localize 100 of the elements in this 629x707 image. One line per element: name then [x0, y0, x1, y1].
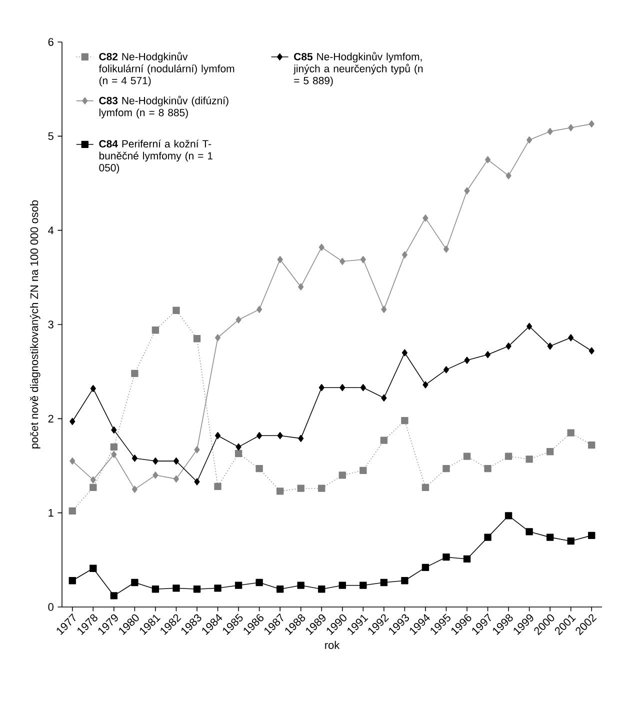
point — [90, 484, 97, 491]
legend-label: C83 Ne-Hodgkinův (difúzní) lymfom (n = 8 885) — [99, 96, 228, 118]
y-tick-label: 6 — [48, 38, 54, 46]
point — [381, 394, 387, 402]
point — [276, 488, 284, 495]
point — [463, 555, 471, 563]
point — [318, 384, 324, 392]
y-tick-label: 4 — [48, 226, 54, 234]
point — [422, 564, 430, 572]
point — [588, 441, 596, 449]
point — [547, 128, 553, 136]
point — [360, 256, 366, 264]
legend-label: C84 Periferní a kožní T-buněčné lymfomy (n = 1 050) — [99, 140, 212, 174]
point — [236, 316, 242, 324]
point — [152, 586, 160, 593]
point — [506, 172, 512, 180]
y-tick-label: 1 — [48, 509, 54, 517]
point — [256, 464, 263, 472]
point — [298, 434, 304, 442]
point — [256, 306, 262, 314]
point — [131, 370, 138, 378]
point — [506, 342, 512, 350]
point — [402, 251, 408, 258]
point — [401, 577, 408, 584]
point — [131, 578, 138, 586]
point — [298, 283, 304, 290]
point — [340, 258, 346, 265]
point — [588, 347, 594, 354]
point — [277, 256, 283, 264]
point — [297, 484, 304, 492]
point — [276, 586, 284, 593]
point — [526, 322, 532, 330]
point — [318, 484, 326, 492]
point — [380, 578, 388, 586]
point — [111, 426, 117, 434]
point — [256, 578, 263, 586]
point — [193, 586, 201, 593]
point — [526, 456, 533, 463]
point — [568, 334, 574, 342]
point — [152, 472, 158, 479]
point — [464, 356, 470, 364]
point — [214, 482, 222, 490]
point — [214, 432, 221, 440]
point — [234, 450, 242, 458]
point — [234, 582, 242, 589]
point — [588, 532, 596, 540]
point — [463, 452, 471, 460]
point — [236, 443, 242, 450]
point — [484, 464, 492, 472]
point — [526, 528, 533, 536]
y-axis-title: počet nově diagnostikovaných ZN na 100 000 osob — [30, 200, 40, 448]
x-axis-title: rok — [325, 640, 340, 649]
point — [90, 476, 96, 484]
point — [422, 214, 428, 222]
point — [402, 349, 408, 356]
legend-label: C85 Ne-Hodgkinův lymfom, jiných a neurčených typů (n = 5 889) — [293, 52, 423, 86]
point — [194, 446, 200, 454]
legend-label: C82 Ne-Hodgkinův folikulární (nodulární) lymfom (n = 4 571) — [98, 52, 234, 86]
point — [90, 384, 96, 392]
point — [567, 429, 574, 436]
point — [318, 244, 324, 251]
point — [172, 584, 180, 592]
point — [484, 534, 492, 541]
point — [173, 475, 180, 483]
point — [318, 586, 326, 593]
point — [152, 326, 160, 334]
point — [546, 534, 554, 541]
point — [338, 472, 346, 479]
point — [443, 366, 450, 374]
point — [443, 246, 450, 253]
point — [111, 450, 117, 458]
point — [546, 448, 554, 456]
y-tick-label: 5 — [48, 132, 54, 140]
point — [401, 416, 408, 424]
point — [422, 484, 430, 491]
point — [464, 187, 470, 194]
point — [381, 306, 387, 314]
point — [484, 351, 491, 358]
point — [442, 554, 450, 561]
point — [132, 454, 138, 462]
point — [90, 564, 97, 572]
point — [588, 120, 594, 128]
point — [547, 342, 553, 350]
point — [360, 466, 367, 474]
point — [360, 384, 366, 392]
point — [277, 432, 283, 440]
point — [132, 486, 138, 493]
point — [422, 381, 428, 388]
point — [70, 457, 76, 465]
point — [504, 512, 512, 520]
point — [567, 537, 574, 545]
point — [110, 443, 118, 450]
point — [152, 457, 158, 465]
point — [504, 452, 512, 460]
point — [338, 582, 346, 589]
point — [340, 384, 346, 392]
point — [68, 507, 76, 515]
y-tick-label: 3 — [48, 320, 54, 328]
point — [442, 464, 450, 472]
point — [484, 156, 491, 164]
